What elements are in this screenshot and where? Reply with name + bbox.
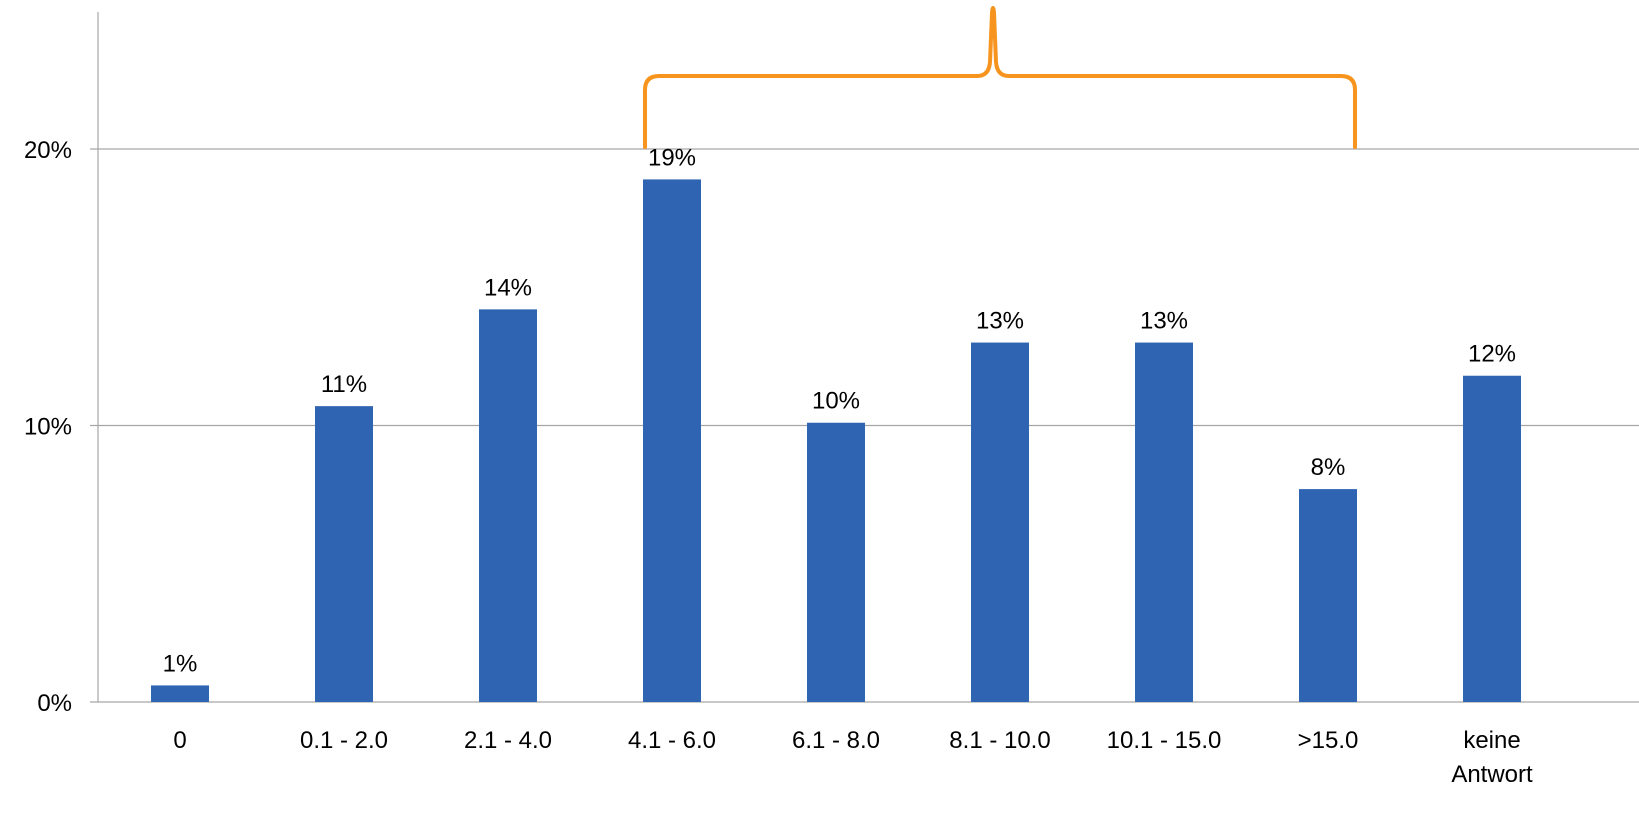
bar-layer [151,179,1521,703]
data-label: 10% [812,388,860,415]
data-label: 19% [648,144,696,171]
bar [1463,375,1521,702]
bar [971,342,1029,702]
bar [1135,342,1193,702]
data-label: 12% [1468,341,1516,368]
data-label: 13% [976,308,1024,335]
y-tick-label: 0% [37,690,72,717]
label-layer: 0% 10% 20% 1% 0 11% 0.1 - 2.0 14% 2.1 - 4.0 19% 4.… [24,137,1533,788]
x-tick-label: keine [1463,727,1520,754]
x-tick-label: 6.1 - 8.0 [792,727,880,754]
x-tick-label: 8.1 - 10.0 [949,727,1050,754]
bar [643,179,701,703]
bar [1299,489,1357,702]
data-label: 13% [1140,308,1188,335]
x-tick-label: Antwort [1451,761,1533,788]
x-tick-label: >15.0 [1298,727,1359,754]
bar [151,685,209,702]
data-label: 8% [1311,454,1346,481]
annotation-layer [643,6,1357,149]
x-tick-label: 10.1 - 15.0 [1107,727,1222,754]
y-tick-label: 10% [24,414,72,441]
curly-brace-annotation [643,6,1357,149]
bar [479,309,537,702]
data-label: 11% [321,371,367,398]
data-label: 14% [484,274,532,301]
bar [315,406,373,702]
bar [807,422,865,702]
x-tick-label: 4.1 - 6.0 [628,727,716,754]
x-tick-label: 0.1 - 2.0 [300,727,388,754]
data-label: 1% [163,650,198,677]
y-tick-label: 20% [24,137,72,164]
x-tick-label: 2.1 - 4.0 [464,727,552,754]
x-tick-label: 0 [173,727,186,754]
